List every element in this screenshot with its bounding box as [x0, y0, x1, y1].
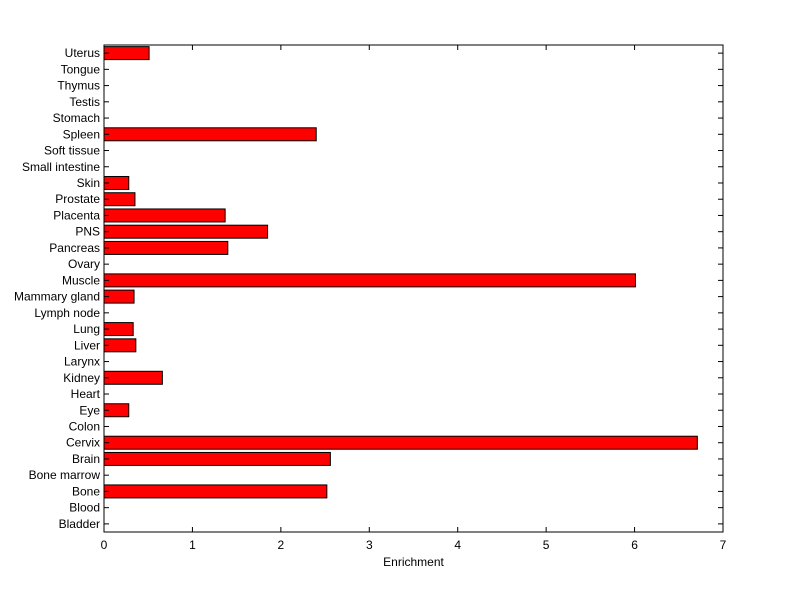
bars-group — [103, 46, 698, 499]
x-ticks-group: 0 1 2 3 4 5 6 7 — [101, 45, 727, 552]
bar-kidney — [103, 370, 163, 385]
y-ticks-group: Bladder Blood Bone Bone marrow Brain Cervix Co… — [14, 46, 723, 531]
y-tick-label: Cervix — [66, 436, 100, 450]
y-tick-label: Lymph node — [34, 306, 100, 320]
x-tick-label: 7 — [720, 538, 727, 552]
bar-pns — [103, 224, 269, 239]
y-tick-label: Muscle — [62, 273, 100, 287]
x-tick-label: 3 — [366, 538, 373, 552]
x-tick-label: 6 — [631, 538, 638, 552]
bar-bone — [103, 484, 328, 499]
plot-frame — [103, 44, 724, 533]
y-tick-label: Small intestine — [22, 160, 100, 174]
y-tick-label: Skin — [77, 176, 100, 190]
y-tick-label: Placenta — [53, 208, 100, 222]
y-tick-label: Kidney — [63, 371, 100, 385]
y-tick-label: Uterus — [65, 46, 100, 60]
y-tick-label: Heart — [71, 387, 101, 401]
bar-muscle — [103, 273, 636, 288]
y-tick-label: Bone — [72, 484, 100, 498]
y-tick-label: Spleen — [63, 127, 100, 141]
y-tick-label: Mammary gland — [14, 290, 100, 304]
bar-pancreas — [103, 240, 229, 255]
y-tick-label: Blood — [69, 501, 100, 515]
x-tick-label: 0 — [101, 538, 108, 552]
y-tick-label: Lung — [73, 322, 100, 336]
y-tick-label: Stomach — [53, 111, 100, 125]
bar-cervix — [103, 435, 698, 450]
y-tick-label: Thymus — [57, 79, 100, 93]
y-tick-label: Soft tissue — [44, 144, 100, 158]
x-tick-label: 4 — [454, 538, 461, 552]
bar-uterus — [103, 46, 150, 61]
y-tick-label: Liver — [74, 338, 100, 352]
y-tick-label: Bone marrow — [29, 468, 101, 482]
y-tick-label: Ovary — [68, 257, 100, 271]
y-tick-label: Bladder — [59, 517, 100, 531]
x-tick-label: 5 — [543, 538, 550, 552]
y-tick-label: Pancreas — [49, 241, 100, 255]
y-tick-label: Tongue — [61, 62, 101, 76]
bar-placenta — [103, 208, 226, 223]
bar-spleen — [103, 127, 317, 142]
x-tick-label: 2 — [278, 538, 285, 552]
y-tick-label: PNS — [75, 225, 100, 239]
y-tick-label: Prostate — [55, 192, 100, 206]
y-tick-label: Larynx — [64, 355, 100, 369]
y-tick-label: Testis — [69, 95, 100, 109]
x-axis-label: Enrichment — [383, 555, 444, 569]
y-tick-label: Colon — [69, 419, 100, 433]
y-tick-label: Eye — [79, 403, 100, 417]
y-tick-label: Brain — [72, 452, 100, 466]
x-tick-label: 1 — [189, 538, 196, 552]
bar-brain — [103, 451, 331, 466]
